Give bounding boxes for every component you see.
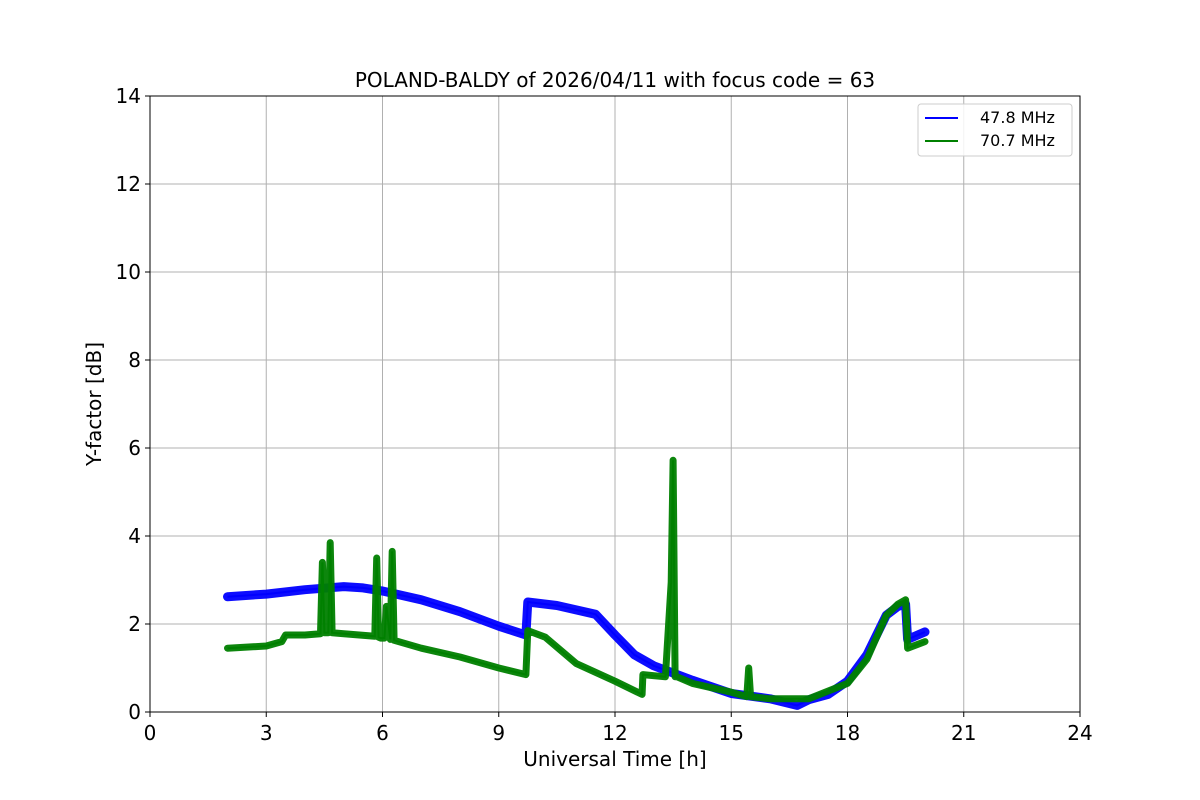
x-tick-label: 3 bbox=[260, 721, 273, 745]
chart-title: POLAND-BALDY of 2026/04/11 with focus co… bbox=[355, 68, 875, 92]
y-tick-label: 8 bbox=[128, 348, 141, 372]
y-tick-label: 0 bbox=[128, 700, 141, 724]
legend-label-70-7: 70.7 MHz bbox=[980, 131, 1055, 150]
y-tick-label: 4 bbox=[128, 524, 141, 548]
series-line-1 bbox=[227, 460, 926, 700]
x-axis-ticks: 0 3 6 9 12 15 18 21 24 bbox=[144, 712, 1093, 745]
x-tick-label: 21 bbox=[951, 721, 976, 745]
x-tick-label: 24 bbox=[1067, 721, 1092, 745]
x-axis-label: Universal Time [h] bbox=[523, 747, 706, 771]
x-tick-label: 6 bbox=[376, 721, 389, 745]
x-tick-label: 9 bbox=[492, 721, 505, 745]
legend-label-47-8: 47.8 MHz bbox=[980, 108, 1055, 127]
series-layer bbox=[223, 456, 930, 710]
legend: 47.8 MHz 70.7 MHz bbox=[917, 103, 1073, 157]
y-axis-ticks: 0 2 4 6 8 10 12 14 bbox=[116, 84, 150, 724]
y-tick-label: 2 bbox=[128, 612, 141, 636]
x-tick-label: 12 bbox=[602, 721, 627, 745]
y-tick-label: 10 bbox=[116, 260, 141, 284]
x-tick-label: 0 bbox=[144, 721, 157, 745]
x-tick-label: 18 bbox=[835, 721, 860, 745]
y-tick-label: 6 bbox=[128, 436, 141, 460]
x-tick-label: 15 bbox=[719, 721, 744, 745]
y-tick-label: 12 bbox=[116, 172, 141, 196]
y-tick-label: 14 bbox=[116, 84, 141, 108]
y-axis-label: Y-factor [dB] bbox=[82, 342, 106, 467]
